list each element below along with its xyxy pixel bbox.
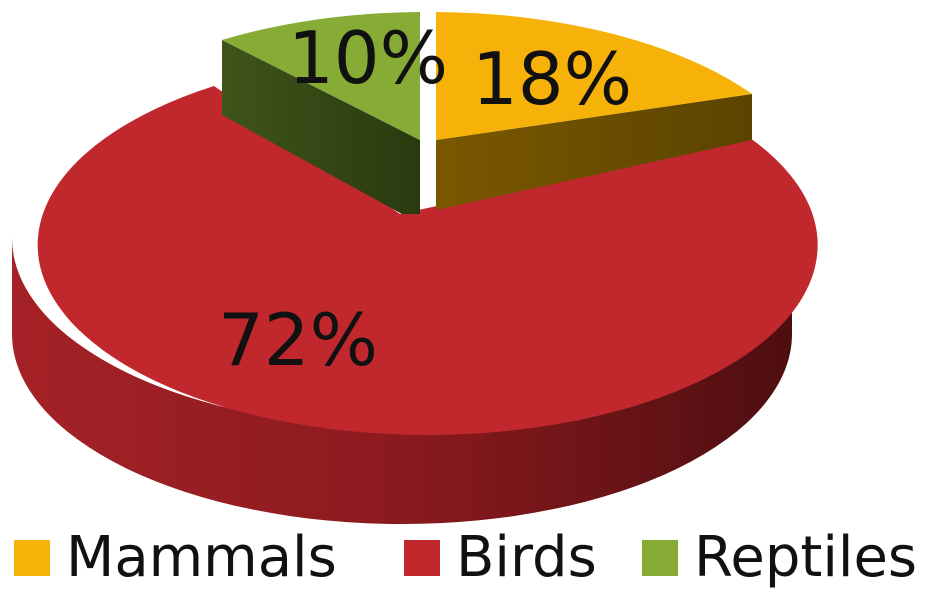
slice-mammals <box>436 12 752 140</box>
legend-item-reptiles: Reptiles <box>642 528 917 588</box>
slice-reptiles-side <box>222 40 420 214</box>
label-reptiles-percent: 10% <box>288 16 448 100</box>
legend-label-birds: Birds <box>456 525 597 590</box>
slice-mammals-side <box>436 94 752 210</box>
label-mammals-percent: 18% <box>472 37 632 121</box>
legend-swatch-birds <box>404 540 440 576</box>
legend-label-reptiles: Reptiles <box>694 525 918 590</box>
legend: Mammals Birds Reptiles <box>0 528 934 588</box>
legend-item-birds: Birds <box>404 528 597 588</box>
slice-birds <box>37 86 818 435</box>
slice-birds-side <box>12 238 792 524</box>
legend-swatch-reptiles <box>642 540 678 576</box>
label-birds-percent: 72% <box>218 298 378 382</box>
legend-label-mammals: Mammals <box>66 525 337 590</box>
slice-reptiles <box>222 12 420 140</box>
legend-item-mammals: Mammals <box>14 528 337 588</box>
legend-swatch-mammals <box>14 540 50 576</box>
